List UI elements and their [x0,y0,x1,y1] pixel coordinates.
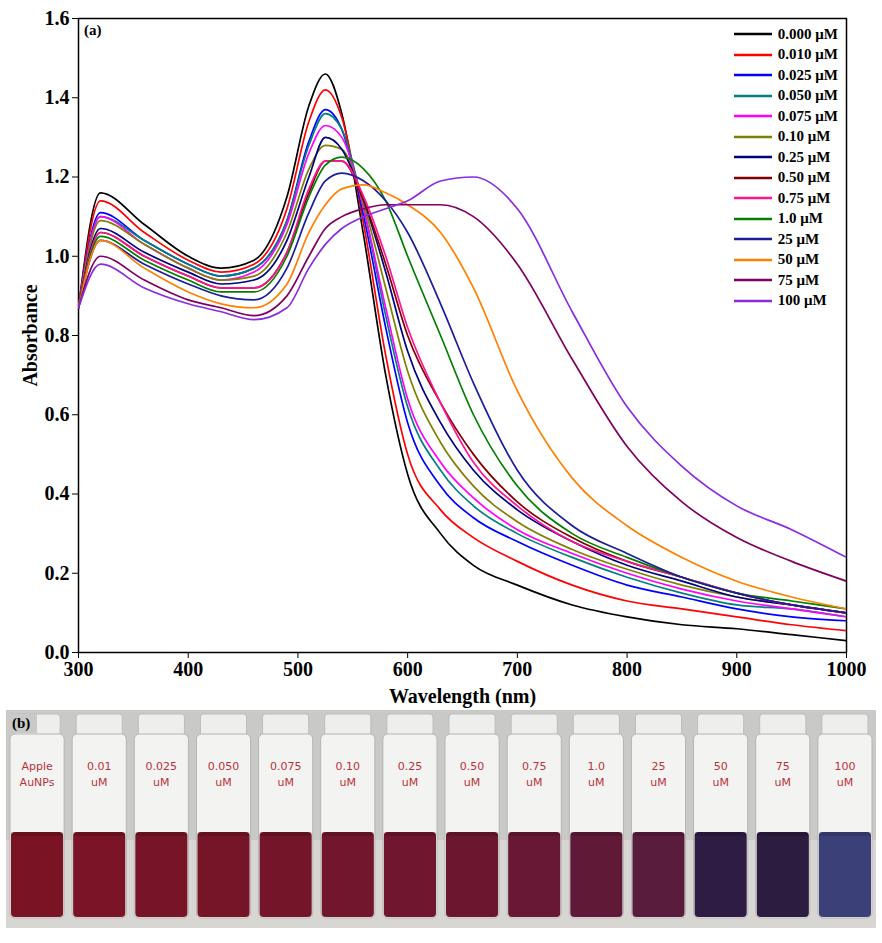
html-text:1.0 μM: 1.0 μM [777,210,823,227]
svg-text:1.4: 1.4 [45,86,70,108]
svg-text:AppleAuNPs: AppleAuNPs [20,760,55,789]
svg-text:0.50uM: 0.50uM [460,760,485,789]
html-text:0.050 μM: 0.050 μM [777,87,838,104]
svg-text:0.01uM: 0.01uM [87,760,112,789]
svg-text:1000: 1000 [827,658,867,680]
svg-text:0.6: 0.6 [45,403,70,425]
html-text:50 μM: 50 μM [777,251,820,268]
svg-text:400: 400 [173,658,203,680]
svg-text:700: 700 [502,658,532,680]
svg-text:0.075uM: 0.075uM [270,760,302,789]
html-text:0.10 μM: 0.10 μM [777,128,831,145]
svg-text:0.0: 0.0 [44,640,70,663]
svg-text:1.6: 1.6 [45,7,70,29]
svg-text:900: 900 [722,658,752,680]
svg-text:0.8: 0.8 [45,324,70,346]
svg-text:Wavelength (nm): Wavelength (nm) [389,685,536,708]
svg-text:75uM: 75uM [775,760,791,789]
svg-text:300: 300 [64,658,94,680]
svg-text:25uM: 25uM [650,760,666,789]
html-text:100 μM: 100 μM [777,292,827,309]
svg-text:500: 500 [283,658,313,680]
svg-text:0.10uM: 0.10uM [336,760,361,789]
svg-text:0.2: 0.2 [45,562,70,584]
html-text:0.000 μM: 0.000 μM [777,25,838,42]
svg-text:1.0: 1.0 [45,245,70,267]
html-text:0.75 μM: 0.75 μM [777,189,831,206]
html-text:0.010 μM: 0.010 μM [777,46,838,63]
svg-text:50uM: 50uM [712,760,728,789]
html-text:0.025 μM: 0.025 μM [777,66,838,83]
svg-text:Absorbance: Absorbance [19,284,41,386]
html-text:(a): (a) [84,22,102,38]
svg-text:100uM: 100uM [834,760,855,789]
svg-text:0.050uM: 0.050uM [208,760,240,789]
svg-text:0.25uM: 0.25uM [398,760,423,789]
html-text:0.075 μM: 0.075 μM [777,107,838,124]
svg-text:600: 600 [393,658,423,680]
svg-text:1.2: 1.2 [45,165,70,187]
svg-text:0.75uM: 0.75uM [522,760,547,789]
svg-text:0.025uM: 0.025uM [146,760,178,789]
svg-text:0.4: 0.4 [45,482,70,504]
svg-text:(b): (b) [12,715,30,732]
svg-text:1.0uM: 1.0uM [588,760,606,789]
html-text:0.50 μM: 0.50 μM [777,169,831,186]
html-text:75 μM: 75 μM [777,271,820,288]
html-text:25 μM: 25 μM [777,230,820,247]
svg-text:800: 800 [612,658,642,680]
html-text:0.25 μM: 0.25 μM [777,148,831,165]
